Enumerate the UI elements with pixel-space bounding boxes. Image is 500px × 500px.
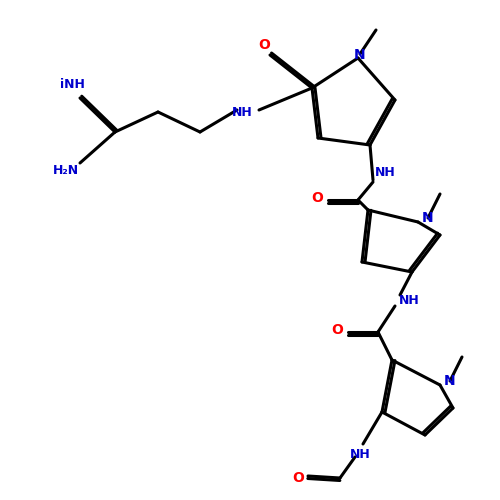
Text: N: N <box>354 48 366 62</box>
Text: H₂N: H₂N <box>53 164 79 177</box>
Text: NH: NH <box>398 294 419 306</box>
Text: N: N <box>444 374 456 388</box>
Text: O: O <box>292 471 304 485</box>
Text: NH: NH <box>232 106 252 118</box>
Text: iNH: iNH <box>60 78 84 92</box>
Text: O: O <box>331 323 343 337</box>
Text: O: O <box>311 191 323 205</box>
Text: NH: NH <box>374 166 396 179</box>
Text: N: N <box>422 211 434 225</box>
Text: NH: NH <box>350 448 370 460</box>
Text: O: O <box>258 38 270 52</box>
